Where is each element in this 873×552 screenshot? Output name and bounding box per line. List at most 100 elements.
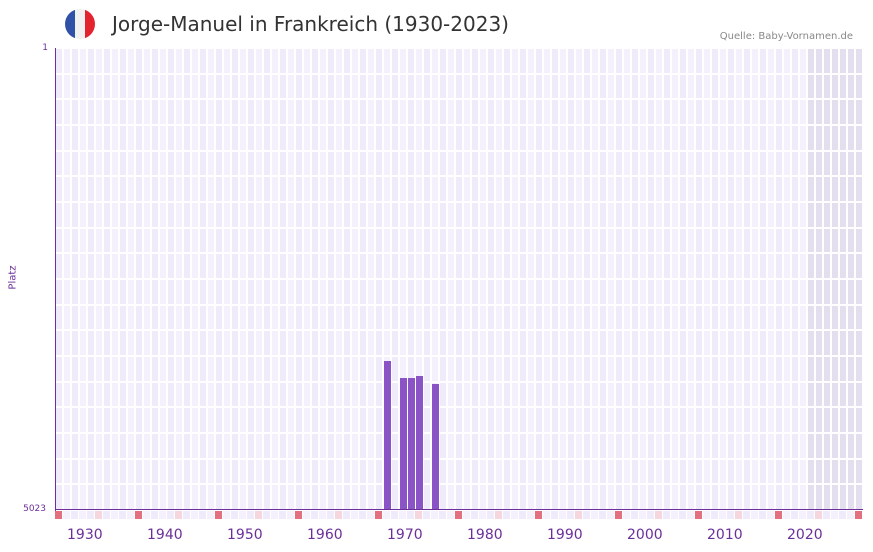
grid-cell	[720, 203, 726, 227]
grid-cell	[560, 177, 566, 201]
bar-1972[interactable]	[408, 377, 415, 510]
grid-cell	[456, 177, 462, 201]
grid-cell	[744, 331, 750, 355]
grid-cell	[136, 434, 142, 458]
grid-cell	[520, 126, 526, 150]
bar-1971[interactable]	[400, 377, 407, 510]
grid-cell	[768, 203, 774, 227]
grid-cell	[824, 408, 830, 432]
grid-cell	[680, 203, 686, 227]
bar-1975[interactable]	[432, 383, 439, 510]
grid-cell	[768, 74, 774, 99]
grid-cell	[312, 408, 318, 432]
grid-cell	[728, 49, 734, 73]
grid-cell	[688, 408, 694, 432]
grid-cell	[552, 100, 558, 124]
grid-cell	[440, 151, 446, 176]
grid-cell	[512, 49, 518, 73]
grid-cell	[224, 485, 230, 509]
grid-cell	[528, 459, 534, 484]
grid-cell	[632, 228, 638, 253]
grid-cell	[528, 485, 534, 509]
grid-cell	[56, 408, 62, 432]
grid-cell	[416, 126, 422, 150]
grid-cell	[728, 459, 734, 484]
grid-cell	[688, 74, 694, 99]
grid-cell	[728, 203, 734, 227]
grid-cell	[472, 126, 478, 150]
grid-cell	[392, 357, 398, 381]
grid-cell	[832, 74, 838, 99]
grid-cell	[160, 254, 166, 278]
grid-cell	[824, 485, 830, 509]
grid-cell	[168, 357, 174, 381]
grid-cell	[728, 280, 734, 304]
grid-cell	[600, 203, 606, 227]
grid-cell	[632, 331, 638, 355]
grid-cell	[544, 254, 550, 278]
grid-cell	[248, 74, 254, 99]
grid-cell	[216, 126, 222, 150]
grid-cell	[808, 357, 814, 381]
grid-cell	[800, 305, 806, 330]
grid-cell	[760, 331, 766, 355]
grid-cell	[440, 74, 446, 99]
bar-1969[interactable]	[384, 360, 391, 510]
grid-cell	[744, 280, 750, 304]
grid-cell	[584, 100, 590, 124]
grid-cell	[520, 305, 526, 330]
grid-cell	[136, 254, 142, 278]
grid-cell	[752, 100, 758, 124]
grid-cell	[248, 254, 254, 278]
year-marker	[663, 511, 670, 519]
grid-cell	[336, 100, 342, 124]
grid-cell	[168, 177, 174, 201]
grid-cell	[832, 228, 838, 253]
grid-cell	[712, 434, 718, 458]
grid-cell	[184, 305, 190, 330]
grid-cell	[176, 459, 182, 484]
grid-cell	[496, 459, 502, 484]
grid-cell	[192, 126, 198, 150]
half-decade-marker	[335, 511, 342, 519]
grid-cell	[112, 177, 118, 201]
grid-cell	[112, 100, 118, 124]
grid-cell	[752, 74, 758, 99]
year-marker	[183, 511, 190, 519]
grid-cell	[256, 331, 262, 355]
grid-cell	[224, 126, 230, 150]
grid-cell	[312, 228, 318, 253]
grid-cell	[80, 408, 86, 432]
grid-cell	[816, 331, 822, 355]
grid-cell	[400, 331, 406, 355]
grid-cell	[224, 280, 230, 304]
grid-cell	[576, 382, 582, 407]
grid-cell	[680, 408, 686, 432]
grid-cell	[264, 357, 270, 381]
grid-cell	[160, 151, 166, 176]
grid-cell	[248, 280, 254, 304]
grid-cell	[392, 177, 398, 201]
grid-cell	[536, 254, 542, 278]
grid-cell	[416, 357, 422, 381]
grid-cell	[616, 459, 622, 484]
grid-cell	[168, 305, 174, 330]
year-marker	[383, 511, 390, 519]
year-marker	[327, 511, 334, 519]
grid-cell	[360, 331, 366, 355]
grid-cell	[656, 203, 662, 227]
grid-cell	[744, 203, 750, 227]
grid-cell	[152, 305, 158, 330]
grid-cell	[520, 280, 526, 304]
grid-cell	[56, 228, 62, 253]
grid-cell	[760, 74, 766, 99]
grid-cell	[184, 331, 190, 355]
grid-cell	[120, 357, 126, 381]
grid-cell	[632, 254, 638, 278]
grid-cell	[296, 382, 302, 407]
year-marker	[831, 511, 838, 519]
grid-cell	[800, 382, 806, 407]
bar-1973[interactable]	[416, 375, 423, 510]
grid-cell	[328, 203, 334, 227]
grid-cell	[832, 126, 838, 150]
